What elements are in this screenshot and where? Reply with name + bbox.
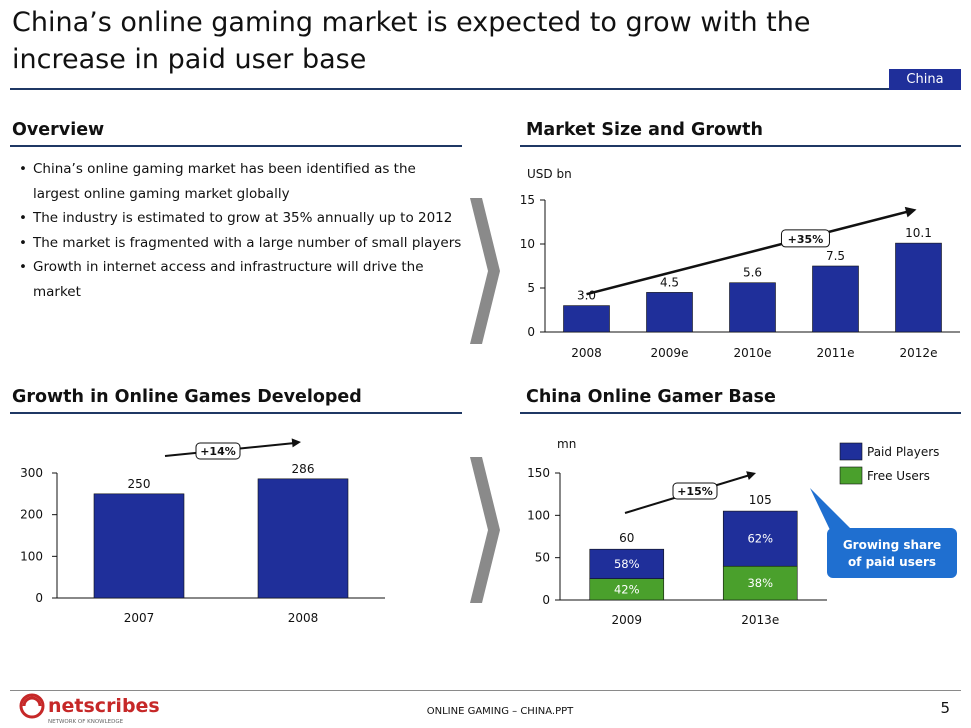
segment-share-label: 58% (614, 557, 640, 571)
overview-rule (10, 145, 462, 147)
arrow-head-icon (904, 206, 917, 218)
y-tick-label: 100 (20, 549, 43, 563)
x-tick-label: 2009e (651, 346, 689, 360)
growth-badge (780, 229, 830, 248)
segment-share-label: 62% (747, 532, 773, 546)
bar-segment-free-users (722, 565, 798, 601)
y-tick-label: 200 (20, 508, 43, 522)
x-tick-label: 2008 (288, 611, 319, 625)
page-number: 5 (940, 699, 950, 717)
bar-value-label: 286 (292, 462, 315, 476)
x-tick-label: 2011e (817, 346, 855, 360)
games-developed-chart: 0 100 200 300 250 2007 286 2008 +14% (20, 438, 385, 625)
bar-value-label: 250 (128, 477, 151, 491)
legend-label-free-users: Free Users (867, 469, 930, 483)
market-size-rule (520, 145, 961, 147)
growth-label: +35% (788, 233, 824, 246)
bar-total-label: 60 (619, 531, 634, 545)
bar-value-label: 3.0 (577, 289, 596, 303)
bar (93, 493, 185, 599)
overview-bullet: The industry is estimated to grow at 35%… (18, 206, 463, 231)
bar (812, 265, 859, 333)
logo-tagline: NETWORK OF KNOWLEDGE (48, 719, 124, 725)
callout-pointer (810, 488, 850, 530)
market-size-chart: USD bn 0 5 10 15 3.0 2008 4.5 2009e 5.6 2010e 7.5 20… (520, 167, 960, 360)
x-tick-label: 2012e (900, 346, 938, 360)
y-tick-label: 50 (535, 551, 550, 565)
games-developed-rule (10, 412, 462, 414)
y-tick-label: 0 (542, 593, 550, 607)
title-divider (10, 88, 961, 90)
growth-badge (672, 482, 718, 500)
bar (646, 292, 693, 333)
y-tick-label: 300 (20, 466, 43, 480)
overview-heading: Overview (12, 120, 105, 140)
y-axis-unit-label: mn (557, 437, 576, 451)
growth-arrow (586, 210, 909, 296)
bar-segment-paid-players (589, 548, 665, 579)
gamer-base-chart: mn 0 50 100 150 42% 58% 60 2009 38% 62% 105 2013e +15… (527, 437, 957, 627)
region-badge: China (889, 69, 961, 90)
bar-value-label: 4.5 (660, 275, 679, 289)
gamer-base-heading: China Online Gamer Base (526, 387, 776, 407)
bar-value-label: 10.1 (905, 226, 932, 240)
gamer-base-rule (520, 412, 961, 414)
y-tick-label: 0 (35, 591, 43, 605)
y-tick-label: 100 (527, 508, 550, 522)
bar-value-label: 5.6 (743, 266, 762, 280)
slide-title: China’s online gaming market is expected… (12, 7, 811, 75)
y-tick-label: 150 (527, 466, 550, 480)
growth-badge (195, 442, 241, 460)
y-tick-label: 0 (527, 325, 535, 339)
footer-text: ONLINE GAMING – CHINA.PPT (426, 706, 574, 717)
y-tick-label: 5 (527, 281, 535, 295)
bar-segment-paid-players (722, 510, 798, 567)
overview-bullet: China’s online gaming market has been id… (18, 157, 463, 206)
segment-share-label: 38% (747, 576, 773, 590)
x-tick-label: 2013e (741, 613, 779, 627)
arrow-head-icon (291, 438, 301, 448)
callout-box (827, 528, 957, 578)
legend-swatch-free-users (839, 466, 863, 485)
bar (257, 478, 349, 599)
overview-bullet: The market is fragmented with a large nu… (18, 231, 463, 256)
bar-value-label: 7.5 (826, 249, 845, 263)
growth-label: +15% (677, 485, 713, 498)
overview-bullet-list: China’s online gaming market has been id… (18, 157, 463, 304)
chevron-right-icon (470, 457, 500, 603)
netscribes-logo: netscribes NETWORK OF KNOWLEDGE (19, 693, 160, 725)
y-tick-label: 15 (520, 193, 535, 207)
chevron-right-icon (470, 198, 500, 344)
segment-share-label: 42% (614, 582, 640, 596)
x-tick-label: 2009 (611, 613, 642, 627)
bar-total-label: 105 (749, 493, 772, 507)
x-tick-label: 2008 (571, 346, 602, 360)
bar (729, 282, 776, 333)
x-tick-label: 2010e (734, 346, 772, 360)
y-tick-label: 10 (520, 237, 535, 251)
legend-label-paid-players: Paid Players (867, 445, 939, 459)
logo-wordmark: netscribes (48, 695, 160, 717)
callout-text: Growing share of paid users (843, 538, 941, 569)
market-size-heading: Market Size and Growth (526, 120, 763, 140)
bar (563, 305, 610, 333)
overview-bullet: Growth in internet access and infrastruc… (18, 255, 463, 304)
arrow-head-icon (746, 471, 756, 480)
footer-divider (10, 690, 961, 691)
x-tick-label: 2007 (124, 611, 155, 625)
bar (895, 242, 942, 333)
growth-label: +14% (200, 445, 236, 458)
y-axis-unit-label: USD bn (527, 167, 572, 181)
games-developed-heading: Growth in Online Games Developed (12, 387, 362, 407)
legend-swatch-paid-players (839, 442, 863, 461)
